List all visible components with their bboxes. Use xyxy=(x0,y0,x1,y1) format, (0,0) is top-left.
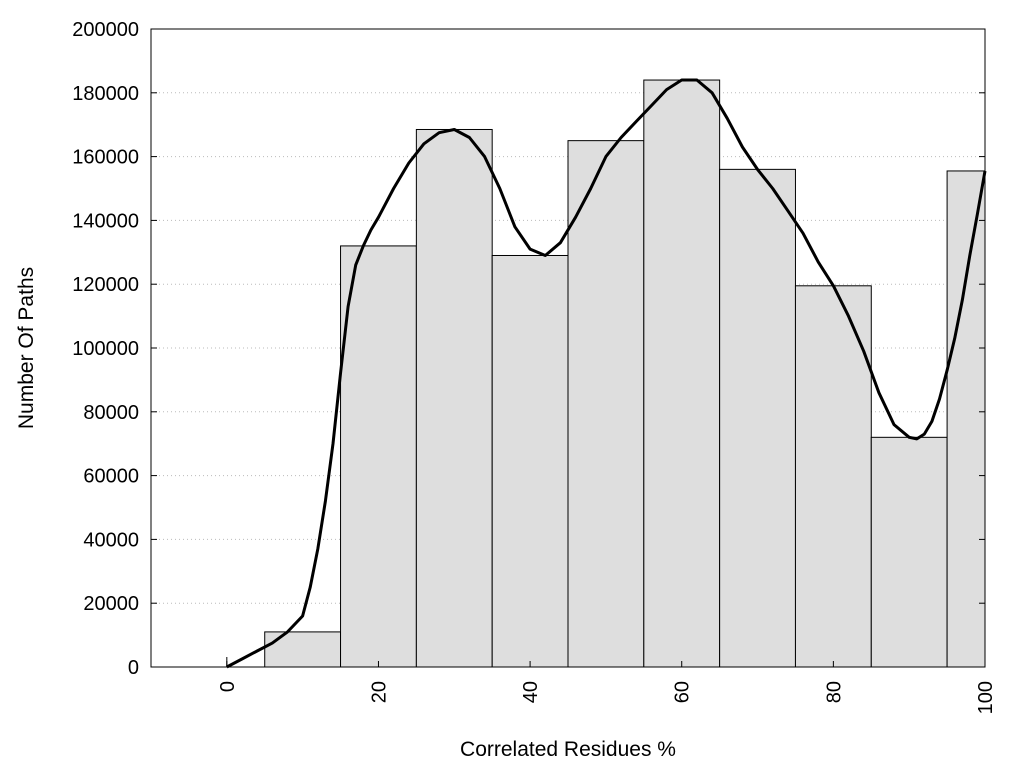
y-tick-label: 180000 xyxy=(72,83,139,105)
bar xyxy=(794,285,872,668)
y-tick-label: 80000 xyxy=(83,402,139,424)
x-tick-label: 40 xyxy=(520,681,542,703)
bar xyxy=(415,128,493,668)
bar xyxy=(643,79,721,668)
x-tick-label: 80 xyxy=(823,681,845,703)
y-tick-label: 60000 xyxy=(83,466,139,488)
x-tick-label: 100 xyxy=(975,681,997,714)
x-axis: 0 20 40 60 80 100 xyxy=(217,661,997,714)
smooth-curve-layer xyxy=(226,78,987,669)
y-axis: 0 20000 40000 60000 80000 100000 120000 140000 1… xyxy=(72,19,985,679)
y-tick-label: 200000 xyxy=(72,19,139,41)
y-tick-label: 160000 xyxy=(72,147,139,169)
smooth-curve xyxy=(226,78,987,669)
y-tick-label: 40000 xyxy=(83,529,139,551)
bar xyxy=(264,631,342,668)
x-tick-label: 0 xyxy=(217,681,239,692)
bar xyxy=(340,245,417,668)
y-tick-label: 20000 xyxy=(83,593,139,615)
bar xyxy=(870,436,948,668)
x-axis-title: Correlated Residues % xyxy=(460,738,676,761)
bar xyxy=(719,168,796,668)
y-tick-label: 100000 xyxy=(72,338,139,360)
x-tick-label: 60 xyxy=(672,681,694,703)
bar xyxy=(567,140,645,668)
y-tick-label: 0 xyxy=(128,657,139,679)
y-tick-label: 140000 xyxy=(72,210,139,232)
x-tick-label: 20 xyxy=(368,681,390,703)
bar xyxy=(491,254,569,668)
y-tick-label: 120000 xyxy=(72,274,139,296)
bar xyxy=(946,170,986,668)
y-axis-title: Number Of Paths xyxy=(15,267,38,429)
bars xyxy=(226,79,986,668)
